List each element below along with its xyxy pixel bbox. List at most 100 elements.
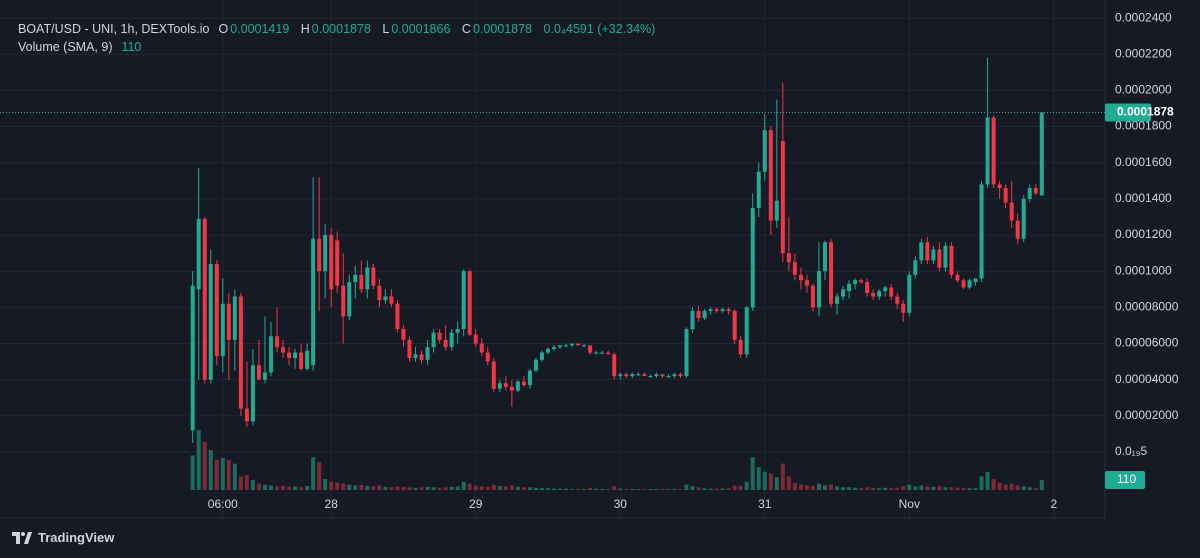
volume-bar (1033, 488, 1038, 490)
open-label: O (218, 22, 229, 36)
last-price-tag (1105, 103, 1151, 122)
candle-body (503, 383, 508, 387)
volume-bar (256, 483, 261, 490)
candle-body (943, 245, 948, 268)
candles (190, 57, 1044, 443)
x-tick-label: 30 (614, 497, 628, 511)
candle-body (299, 352, 304, 369)
candle-body (798, 274, 803, 281)
candle-body (750, 207, 755, 308)
volume-bar (407, 487, 412, 490)
volume-bar (299, 487, 304, 490)
candle-body (618, 374, 623, 377)
volume-bar (497, 485, 502, 490)
candle-body (901, 303, 906, 313)
candle-body (612, 354, 617, 377)
volume-bar (527, 487, 532, 490)
volume-bar (1015, 485, 1020, 490)
volume-bar (600, 489, 605, 490)
volume-bar (419, 487, 424, 490)
candle-body (214, 263, 219, 357)
volume-bar (925, 486, 930, 490)
candle-body (220, 303, 225, 357)
volume-bar (804, 485, 809, 490)
volume-bar (353, 485, 358, 490)
volume-bar (521, 487, 526, 490)
volume-bar (244, 475, 249, 490)
candle-body (419, 354, 424, 360)
volume-bar (865, 487, 870, 490)
candle-body (636, 374, 641, 376)
candle-body (371, 267, 376, 286)
candle-body (853, 280, 858, 284)
volume-tag (1105, 471, 1145, 489)
candle-body (889, 287, 894, 297)
volume-bar (1003, 484, 1008, 490)
candle-body (895, 296, 900, 304)
y-tick-label: 0.00006000 (1115, 336, 1179, 350)
volume-bar (317, 461, 322, 490)
candle-body (829, 242, 834, 304)
candle-body (588, 345, 593, 353)
candle-body (762, 130, 767, 172)
volume-bar (238, 476, 243, 490)
volume-bar (798, 484, 803, 490)
candle-body (232, 296, 237, 340)
candle-body (479, 343, 484, 353)
candle-body (997, 184, 1002, 189)
volume-bar (774, 477, 779, 490)
candle-body (527, 370, 532, 386)
candle-body (780, 141, 785, 254)
volume-bar (943, 487, 948, 490)
volume-bar (232, 463, 237, 490)
candle-body (1003, 188, 1008, 203)
candle-body (720, 309, 725, 311)
volume-bar (275, 486, 280, 490)
candle-body (558, 345, 563, 348)
volume-bar (955, 487, 960, 490)
candle-body (1033, 188, 1038, 194)
candle-body (666, 376, 671, 378)
candle-body (726, 309, 731, 311)
volume-bar (624, 489, 629, 490)
volume-bar (1039, 480, 1044, 490)
volume-bar (413, 487, 418, 490)
x-tick-label: 2 (1050, 497, 1057, 511)
volume-bar (1027, 487, 1032, 490)
candle-body (539, 352, 544, 360)
close-value: 0.0001878 (472, 22, 533, 36)
x-tick-label: Nov (899, 497, 920, 511)
volume-bar (708, 488, 713, 490)
y-tick-label: 0.0001400 (1115, 191, 1172, 205)
volume-bar (1021, 486, 1026, 490)
volume-bar (762, 471, 767, 490)
volume-bar (425, 486, 430, 490)
volume-bar (293, 486, 298, 490)
volume-bar (437, 487, 442, 490)
y-tick-label: 0.0₁₉5 (1115, 444, 1147, 458)
candle-body (756, 171, 761, 208)
volume-bar (792, 482, 797, 490)
candle-body (431, 332, 436, 348)
candle-body (702, 310, 707, 319)
volume-bar (250, 480, 255, 490)
legend-row: Volume (SMA, 9) 110 (18, 38, 663, 56)
volume-bar (287, 486, 292, 490)
candle-body (425, 347, 430, 360)
candle-body (244, 408, 249, 422)
volume-bar (473, 485, 478, 490)
candle-body (931, 249, 936, 261)
candle-body (473, 334, 478, 344)
candle-body (329, 235, 334, 290)
candle-body (973, 278, 978, 283)
candle-body (413, 354, 418, 358)
volume-bar (997, 482, 1002, 490)
candle-body (1021, 198, 1026, 239)
candle-body (678, 374, 683, 377)
volume-bar (533, 487, 538, 490)
volume-bar (389, 487, 394, 490)
volume-bar (268, 485, 273, 490)
candle-body (564, 345, 569, 347)
volume-bar (750, 457, 755, 490)
volume-bar (485, 486, 490, 490)
